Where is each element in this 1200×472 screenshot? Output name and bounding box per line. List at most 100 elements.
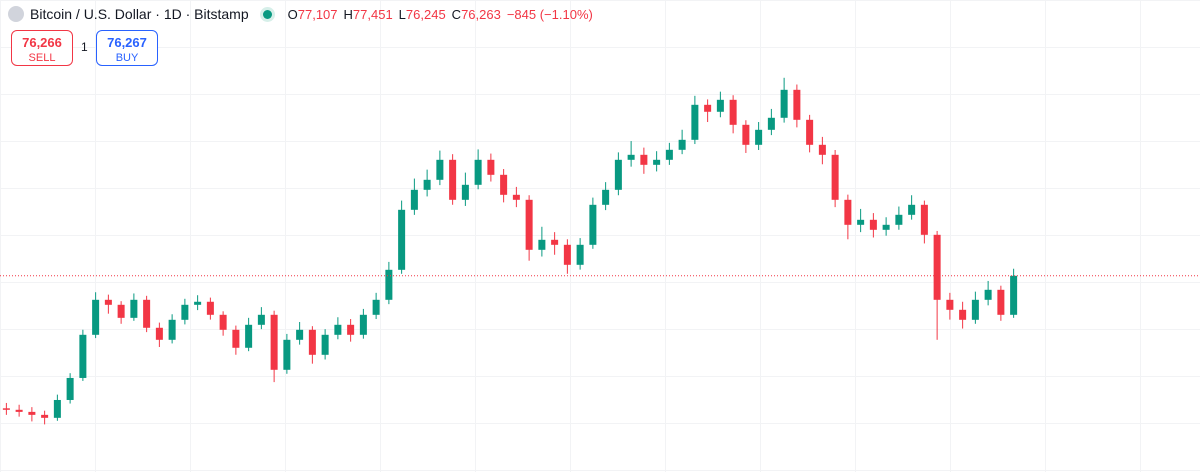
candle-body — [79, 334, 87, 378]
candle-body — [92, 299, 100, 335]
candle-body — [640, 154, 648, 165]
candle-body — [997, 289, 1005, 315]
candle-body — [755, 129, 763, 145]
sell-label: SELL — [28, 52, 56, 64]
candle-body — [168, 319, 176, 340]
candle-body — [959, 309, 967, 320]
candle-body — [895, 214, 903, 225]
candle-body — [372, 299, 380, 315]
ohlc-value: 76,245 — [405, 6, 446, 22]
candle-body — [920, 204, 928, 235]
symbol-title[interactable]: Bitcoin / U.S. Dollar · 1D · Bitstamp — [30, 6, 249, 22]
buy-price: 76,267 — [107, 35, 147, 50]
buy-button[interactable]: 76,267 BUY — [96, 30, 158, 66]
candle-body — [423, 179, 431, 190]
candle-body — [627, 154, 635, 160]
candle-body — [704, 104, 712, 112]
candle-body — [283, 339, 291, 370]
candle-body — [385, 269, 393, 300]
candle-body — [716, 99, 724, 112]
candle-body — [245, 324, 253, 348]
ohlc-value: 77,451 — [352, 6, 393, 22]
candle-body — [908, 204, 916, 215]
candle-body — [219, 314, 227, 330]
market-status — [262, 9, 272, 19]
candle-body — [461, 184, 469, 200]
candle-body — [869, 219, 877, 230]
candle-body — [742, 124, 750, 145]
ohlc-value: 76,263 — [461, 6, 501, 22]
candle-body — [66, 377, 74, 400]
candle-body — [117, 304, 125, 318]
candle-body — [15, 409, 23, 412]
candle-body — [806, 119, 814, 145]
candle-body — [767, 117, 775, 130]
candle-body — [181, 304, 189, 320]
candle-body — [984, 289, 992, 300]
sell-price: 76,266 — [22, 35, 62, 50]
candle-body — [551, 239, 559, 245]
candle-body — [474, 159, 482, 185]
candle-body — [882, 224, 890, 230]
candle-body — [53, 399, 61, 418]
candle-body — [538, 239, 546, 250]
candle-body — [614, 159, 622, 190]
ohlc-value: 77,107 — [297, 6, 338, 22]
candle-body — [398, 209, 406, 270]
candle-body — [589, 204, 597, 245]
candle-body — [334, 324, 342, 335]
candle-body — [232, 329, 240, 348]
candle-body — [206, 301, 214, 315]
candle-body — [500, 174, 508, 195]
quantity: 1 — [81, 40, 88, 54]
candle-body — [729, 99, 737, 125]
candle-body — [487, 159, 495, 175]
candle-body — [818, 144, 826, 155]
candle-body — [512, 194, 520, 200]
candle-body — [104, 299, 112, 305]
candle-body — [359, 314, 367, 335]
candle-body — [296, 329, 304, 340]
candle-body — [28, 411, 36, 415]
candle-body — [857, 219, 865, 225]
candle-body — [321, 334, 329, 355]
candle-body — [194, 301, 202, 305]
candle-body — [347, 324, 355, 335]
candle-body — [308, 329, 316, 355]
candle-body — [678, 139, 686, 150]
candle-body — [270, 314, 278, 370]
candle-body — [653, 159, 661, 165]
candle-body — [257, 314, 265, 325]
candle-body — [691, 104, 699, 140]
candle-body — [933, 234, 941, 300]
symbol-icon — [8, 6, 24, 22]
candle-body — [130, 299, 138, 318]
candle-body — [525, 199, 533, 250]
price-change: −845 (−1.10%) — [506, 6, 593, 22]
ohlc-key: L — [398, 6, 406, 22]
candle-body — [576, 244, 584, 265]
candle-body — [844, 199, 852, 225]
candle-body — [143, 299, 151, 328]
candle-body — [1010, 275, 1018, 315]
candle-body — [436, 159, 444, 180]
buy-label: BUY — [115, 52, 139, 64]
candle-body — [831, 154, 839, 200]
candle-body — [602, 189, 610, 205]
ohlc-key: C — [451, 6, 462, 22]
sell-button[interactable]: 76,266 SELL — [11, 30, 73, 66]
candle-body — [793, 89, 801, 120]
candle-body — [946, 299, 954, 310]
candle-body — [780, 89, 788, 118]
candle-body — [2, 408, 10, 410]
candle-body — [155, 327, 163, 340]
candle-body — [971, 299, 979, 320]
ohlc-key: O — [287, 6, 298, 22]
candle-body — [665, 149, 673, 160]
candle-body — [449, 159, 457, 200]
ohlc-key: H — [343, 6, 353, 22]
candle-body — [41, 414, 49, 418]
